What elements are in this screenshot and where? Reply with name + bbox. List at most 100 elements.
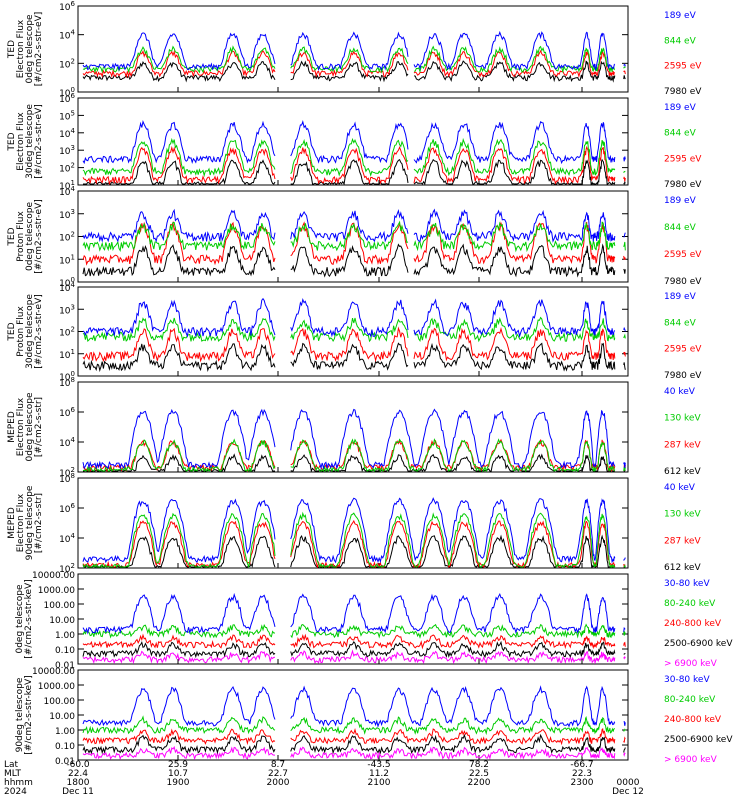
y-axis-label: Electron Flux xyxy=(16,112,26,171)
panel-frame xyxy=(77,381,629,473)
panel-frame xyxy=(77,190,629,283)
y-axis-label: Proton Flux xyxy=(16,306,26,357)
legend-entry: 2500-6900 keV xyxy=(664,639,733,649)
time-axis-mlt: 11.2 xyxy=(369,769,389,779)
y-tick-label: 105 xyxy=(59,109,75,122)
y-axis-label: [#/cm2-s-str] xyxy=(34,493,44,553)
panel-frame xyxy=(77,97,629,186)
y-axis-label: [#/cm2-s-str-eV] xyxy=(34,104,44,179)
series-trace xyxy=(82,408,626,470)
series-trace xyxy=(82,220,626,253)
panel-1: 100 102 104 106 TED Electron Flux 0deg telesco… xyxy=(7,0,702,99)
time-axis-lat: 25.9 xyxy=(168,760,188,770)
legend-entry: 844 eV xyxy=(664,318,697,328)
series-trace xyxy=(82,715,626,736)
y-tick-label: 10000.00 xyxy=(32,667,75,677)
y-axis-label: [#/cm2-s-str-eV] xyxy=(34,294,44,369)
y-axis-label: Electron Flux xyxy=(16,397,26,456)
y-tick-label: 102 xyxy=(59,57,75,70)
time-axis-mlt: 22.3 xyxy=(572,769,592,779)
legend-entry: 130 keV xyxy=(664,414,701,424)
y-axis-label: Proton Flux xyxy=(16,211,26,262)
series-trace xyxy=(82,120,626,165)
y-tick-label: 10000.00 xyxy=(32,571,75,581)
series-trace xyxy=(82,49,626,79)
y-tick-label: 103 xyxy=(59,144,75,157)
series-trace xyxy=(82,649,626,664)
y-tick-label: 104 xyxy=(59,532,75,545)
legend-entry: 189 eV xyxy=(664,196,697,206)
legend-entry: > 6900 keV xyxy=(664,659,718,669)
legend-entry: 240-800 keV xyxy=(664,619,722,629)
legend-entry: 30-80 keV xyxy=(664,579,710,589)
series-trace xyxy=(82,45,626,74)
series-trace xyxy=(82,623,626,639)
y-tick-label: 100 xyxy=(59,86,75,99)
y-axis-label: TED xyxy=(7,132,17,151)
series-trace xyxy=(82,438,626,472)
time-axis-hhmm: 1800 xyxy=(67,778,90,788)
y-tick-label: 103 xyxy=(59,208,75,221)
legend-entry: 844 eV xyxy=(664,36,697,46)
time-axis-date: Dec 12 xyxy=(612,787,644,797)
y-axis-label: 0deg telescope xyxy=(15,584,25,654)
legend-entry: 844 eV xyxy=(664,129,697,139)
series-trace xyxy=(82,243,626,278)
time-axis-hhmm: 1900 xyxy=(167,778,190,788)
y-axis-label: 0deg telescope xyxy=(25,392,35,462)
panel-frame xyxy=(77,573,629,665)
legend-entry: 2595 eV xyxy=(664,250,702,260)
time-axis-lat: -60.0 xyxy=(66,760,90,770)
y-tick-label: 100.00 xyxy=(44,601,76,611)
panel-frame xyxy=(77,669,629,761)
time-axis-date: Dec 11 xyxy=(62,787,94,797)
y-tick-label: 108 xyxy=(59,472,75,485)
y-axis-label: MEPED xyxy=(7,411,17,443)
y-tick-label: 0.10 xyxy=(55,646,75,656)
legend-entry: 2500-6900 keV xyxy=(664,735,733,745)
y-axis-label: TED xyxy=(7,227,17,246)
legend-entry: 7980 eV xyxy=(664,371,702,381)
y-tick-label: 100 xyxy=(59,276,75,289)
y-axis-label: Electron Flux xyxy=(16,493,26,552)
panel-5: 102 104 106 108 MEPED Electron Flux 0deg teles… xyxy=(7,376,701,479)
legend-entry: 40 keV xyxy=(664,387,696,397)
time-axis-hhmm: 2100 xyxy=(368,778,391,788)
series-trace xyxy=(82,316,626,343)
y-tick-label: 0.01 xyxy=(55,661,75,671)
y-tick-label: 103 xyxy=(59,303,75,316)
legend-entry: 7980 eV xyxy=(664,87,702,97)
legend-entry: 612 keV xyxy=(664,467,701,477)
time-axis-hhmm: 2000 xyxy=(267,778,290,788)
y-tick-label: 104 xyxy=(59,29,75,42)
time-axis-mlt: 22.7 xyxy=(268,769,288,779)
series-trace xyxy=(83,158,626,185)
panel-frame xyxy=(77,477,629,569)
series-trace xyxy=(82,326,626,363)
y-tick-label: 106 xyxy=(59,92,75,105)
panel-3: 100 101 102 103 104 TED Proton Flux 0deg telesc… xyxy=(7,185,702,289)
legend-entry: 40 keV xyxy=(664,483,696,493)
y-axis-label: 30deg telescope xyxy=(25,104,35,179)
y-axis-label: MEPED xyxy=(7,507,17,539)
series-trace xyxy=(82,728,626,746)
y-axis-label: [#/cm2-s-str-eV] xyxy=(34,199,44,274)
time-axis-row-label: hhmm xyxy=(4,778,33,788)
y-tick-label: 1000.00 xyxy=(38,682,75,692)
panel-frame xyxy=(77,5,629,93)
series-trace xyxy=(82,30,626,72)
series-trace xyxy=(82,633,626,650)
legend-entry: 2595 eV xyxy=(664,345,702,355)
y-axis-label: [#/cm2-s-str-eV] xyxy=(34,12,44,87)
panel-2: 101 102 103 104 105 106 TED Electron Flux 30deg … xyxy=(7,92,702,192)
panel-8: 0.01 0.10 1.00 10.00 100.00 1000.00 10000.00 90… xyxy=(15,667,733,767)
series-trace xyxy=(82,342,626,373)
y-tick-label: 104 xyxy=(59,281,75,294)
y-tick-label: 102 xyxy=(59,231,75,244)
series-trace xyxy=(82,640,626,659)
series-trace xyxy=(82,497,626,564)
time-axis-hhmm: 0000 xyxy=(617,778,640,788)
y-tick-label: 101 xyxy=(59,179,75,192)
y-tick-label: 106 xyxy=(59,0,75,13)
legend-entry: 30-80 keV xyxy=(664,675,710,685)
